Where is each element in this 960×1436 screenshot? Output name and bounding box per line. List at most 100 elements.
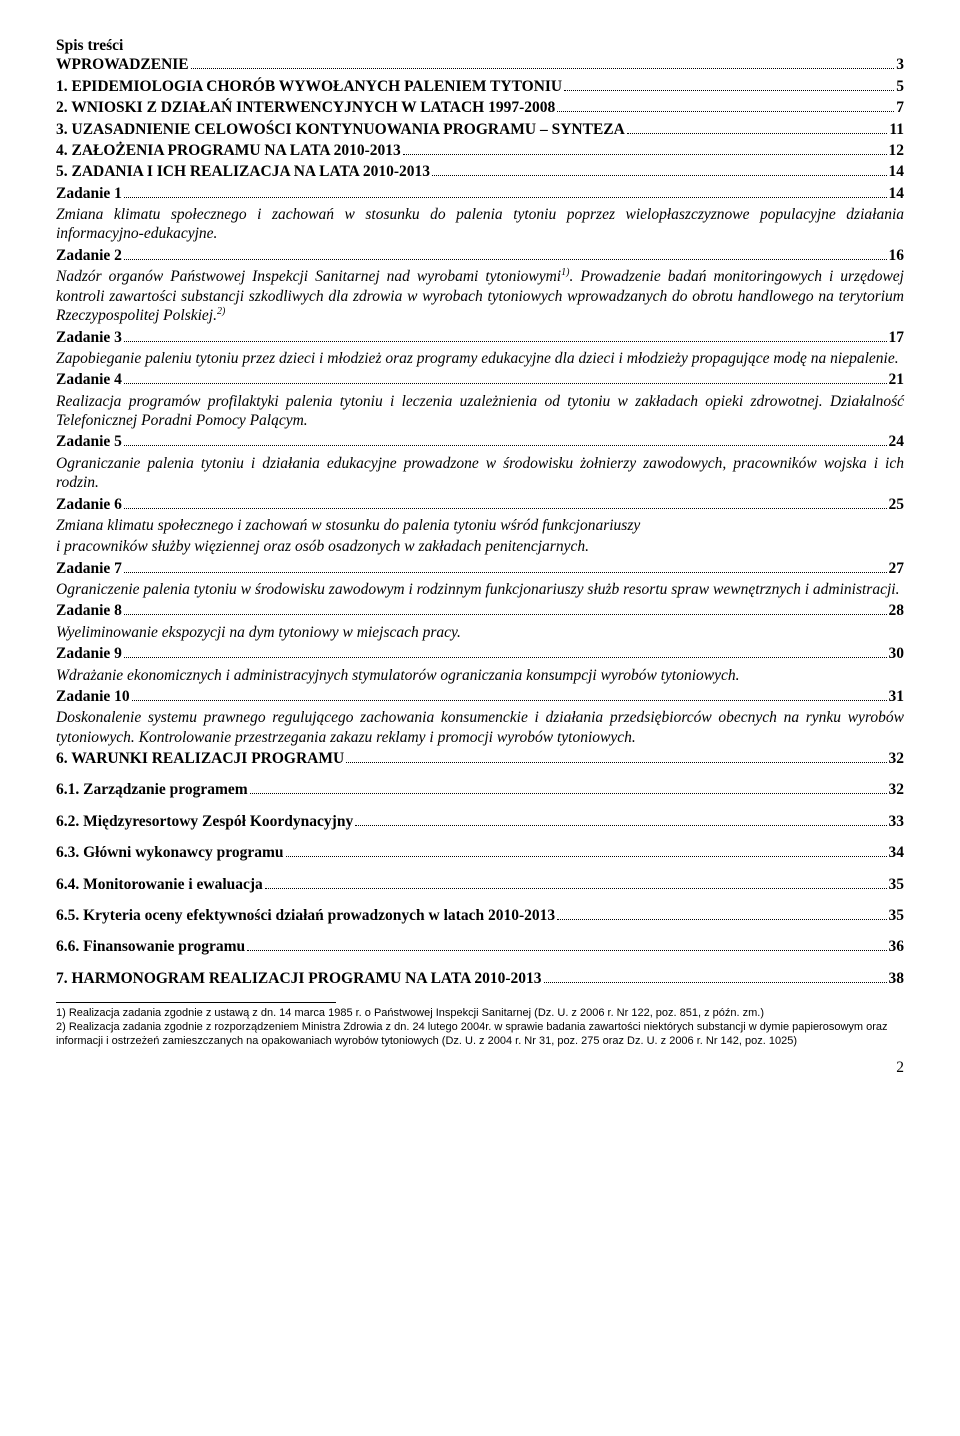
toc-leader-dots	[124, 434, 887, 446]
spacer	[56, 927, 904, 937]
toc-label: 3. UZASADNIENIE CELOWOŚCI KONTYNUOWANIA …	[56, 120, 625, 139]
toc-label: Zadanie 4	[56, 370, 122, 389]
toc-page: 7	[896, 98, 904, 117]
toc-entry: 6.3. Główni wykonawcy programu34	[56, 843, 904, 862]
toc-page: 36	[889, 937, 905, 956]
toc-entry: Zadanie 2 16	[56, 246, 904, 265]
toc-entry: Zadanie 6 25	[56, 495, 904, 514]
toc-page: 31	[889, 687, 905, 706]
spacer	[56, 959, 904, 969]
toc-page: 28	[889, 601, 905, 620]
toc-leader-dots	[124, 185, 887, 197]
toc-page: 25	[889, 495, 905, 514]
toc-leader-dots	[265, 876, 887, 888]
toc-entry: WPROWADZENIE 3	[56, 55, 904, 74]
toc-page: 16	[889, 246, 905, 265]
toc-page: 5	[896, 77, 904, 96]
toc-label: 6.2. Międzyresortowy Zespół Koordynacyjn…	[56, 812, 353, 831]
toc-entry: Zadanie 4 21	[56, 370, 904, 389]
toc-page: 27	[889, 559, 905, 578]
toc-page: 3	[896, 55, 904, 74]
toc-label: 6.4. Monitorowanie i ewaluacja	[56, 875, 263, 894]
toc-description: Zmiana klimatu społecznego i zachowań w …	[56, 205, 904, 244]
toc-description: Realizacja programów profilaktyki paleni…	[56, 392, 904, 431]
toc-page: 32	[889, 780, 905, 799]
toc-description: Nadzór organów Państwowej Inspekcji Sani…	[56, 267, 904, 325]
toc-label: 6.1. Zarządzanie programem	[56, 780, 248, 799]
toc-leader-dots	[124, 603, 887, 615]
toc-entry: 6.1. Zarządzanie programem 32	[56, 780, 904, 799]
toc-label: WPROWADZENIE	[56, 55, 189, 74]
toc-label: Zadanie 8	[56, 601, 122, 620]
toc-leader-dots	[403, 142, 887, 154]
footnote-line: 1) Realizacja zadania zgodnie z ustawą z…	[56, 1007, 904, 1021]
toc-label: 7. HARMONOGRAM REALIZACJI PROGRAMU NA LA…	[56, 969, 542, 988]
toc-leader-dots	[355, 813, 886, 825]
toc-description: Wyeliminowanie ekspozycji na dym tytonio…	[56, 623, 904, 642]
toc-label: Zadanie 7	[56, 559, 122, 578]
toc-leader-dots	[124, 372, 887, 384]
toc-page: 11	[889, 120, 904, 139]
toc-leader-dots	[627, 121, 888, 133]
toc-label: Zadanie 6	[56, 495, 122, 514]
toc-description: Zapobieganie paleniu tytoniu przez dziec…	[56, 349, 904, 368]
toc-entry: 2. WNIOSKI Z DZIAŁAŃ INTERWENCYJNYCH W L…	[56, 98, 904, 117]
toc-label: 1. EPIDEMIOLOGIA CHORÓB WYWOŁANYCH PALEN…	[56, 77, 562, 96]
toc-leader-dots	[124, 247, 887, 259]
toc-page: 38	[889, 969, 905, 988]
toc-page: 30	[889, 644, 905, 663]
toc-description: i pracowników służby więziennej oraz osó…	[56, 537, 904, 556]
toc-label: Zadanie 10	[56, 687, 130, 706]
toc-label: 4. ZAŁOŻENIA PROGRAMU NA LATA 2010-2013	[56, 141, 401, 160]
toc-description: Ograniczenie palenia tytoniu w środowisk…	[56, 580, 904, 599]
toc-entry: Zadanie 8 28	[56, 601, 904, 620]
toc-page: 17	[889, 328, 905, 347]
toc-description: Ograniczanie palenia tytoniu i działania…	[56, 454, 904, 493]
spacer	[56, 865, 904, 875]
toc-page: 24	[889, 432, 905, 451]
toc-label: Zadanie 5	[56, 432, 122, 451]
toc-page: 35	[889, 875, 905, 894]
toc-leader-dots	[132, 689, 887, 701]
toc-label: Zadanie 1	[56, 184, 122, 203]
toc-leader-dots	[247, 939, 886, 951]
toc-entry: Zadanie 7 27	[56, 559, 904, 578]
toc-label: 6. WARUNKI REALIZACJI PROGRAMU	[56, 749, 344, 768]
toc-body: WPROWADZENIE 3 1. EPIDEMIOLOGIA CHORÓB WYW…	[56, 55, 904, 988]
footnote-line: 2) Realizacja zadania zgodnie z rozporzą…	[56, 1021, 904, 1049]
toc-page: 14	[889, 162, 905, 181]
toc-entry: 6.6. Finansowanie programu 36	[56, 937, 904, 956]
toc-leader-dots	[124, 329, 887, 341]
toc-page: 33	[889, 812, 905, 831]
toc-title: Spis treści	[56, 36, 904, 55]
toc-label: 6.5. Kryteria oceny efektywności działań…	[56, 906, 555, 925]
spacer	[56, 833, 904, 843]
toc-label: 2. WNIOSKI Z DZIAŁAŃ INTERWENCYJNYCH W L…	[56, 98, 555, 117]
toc-leader-dots	[250, 782, 887, 794]
toc-leader-dots	[191, 57, 895, 69]
toc-label: Zadanie 2	[56, 246, 122, 265]
toc-leader-dots	[557, 908, 886, 920]
toc-entry: 6.5. Kryteria oceny efektywności działań…	[56, 906, 904, 925]
toc-label: 5. ZADANIA I ICH REALIZACJA NA LATA 2010…	[56, 162, 430, 181]
spacer	[56, 802, 904, 812]
toc-description: Zmiana klimatu społecznego i zachowań w …	[56, 516, 904, 535]
toc-page: 32	[889, 749, 905, 768]
toc-entry: Zadanie 317	[56, 328, 904, 347]
toc-description: Doskonalenie systemu prawnego regulujące…	[56, 708, 904, 747]
toc-label: Zadanie 9	[56, 644, 122, 663]
toc-entry: 6. WARUNKI REALIZACJI PROGRAMU 32	[56, 749, 904, 768]
toc-page: 34	[889, 843, 905, 862]
spacer	[56, 770, 904, 780]
toc-page: 21	[889, 370, 905, 389]
spacer	[56, 896, 904, 906]
toc-leader-dots	[286, 845, 887, 857]
toc-entry: 3. UZASADNIENIE CELOWOŚCI KONTYNUOWANIA …	[56, 120, 904, 139]
toc-label: 6.6. Finansowanie programu	[56, 937, 245, 956]
toc-leader-dots	[124, 560, 887, 572]
toc-entry: 5. ZADANIA I ICH REALIZACJA NA LATA 2010…	[56, 162, 904, 181]
toc-entry: Zadanie 5 24	[56, 432, 904, 451]
toc-entry: Zadanie 114	[56, 184, 904, 203]
toc-page: 35	[889, 906, 905, 925]
toc-leader-dots	[544, 970, 887, 982]
